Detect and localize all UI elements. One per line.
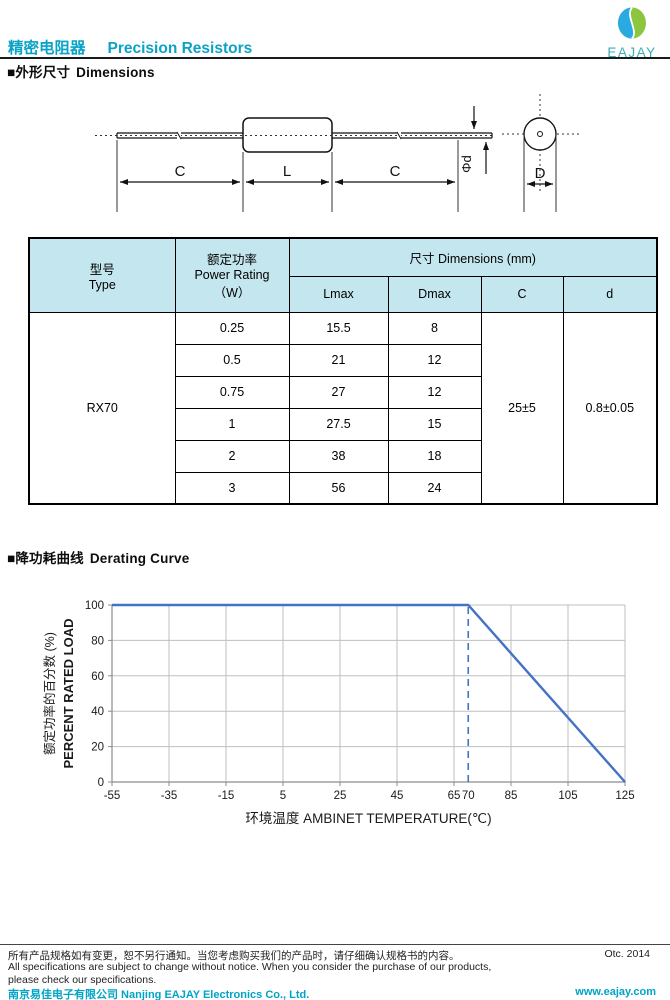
th-lmax: Lmax bbox=[288, 275, 389, 313]
cell-c-value: 25±5 bbox=[480, 311, 564, 505]
page-title-en: Precision Resistors bbox=[107, 40, 253, 57]
section-dimensions-heading: ■外形尺寸 Dimensions bbox=[7, 61, 155, 81]
table-row: RX70 0.25 15.5 8 25±5 0.8±0.05 bbox=[28, 311, 658, 505]
th-power-unit: （W） bbox=[213, 286, 251, 301]
footer-note-en1: All specifications are subject to change… bbox=[8, 961, 492, 973]
footer-website: www.eajay.com bbox=[575, 986, 656, 998]
footer-divider bbox=[0, 944, 670, 945]
section-dimensions-en: Dimensions bbox=[76, 65, 155, 80]
end-view bbox=[502, 94, 580, 212]
dim-label-c-left: C bbox=[175, 163, 186, 180]
cell-power: 0.75 bbox=[174, 375, 290, 409]
th-type-en: Type bbox=[88, 277, 116, 292]
extension-lines bbox=[116, 140, 459, 212]
cell-lmax: 56 bbox=[288, 471, 389, 505]
section-derating-cn: ■降功耗曲线 bbox=[7, 551, 84, 566]
table-row: 2 38 18 bbox=[29, 439, 657, 473]
svg-text:25: 25 bbox=[334, 790, 347, 802]
table-row: 3 56 24 bbox=[29, 471, 657, 505]
cell-dmax: 12 bbox=[387, 343, 482, 377]
table-row: 0.75 27 12 bbox=[29, 375, 657, 409]
cell-power: 1 bbox=[174, 407, 290, 441]
title-divider bbox=[0, 57, 670, 59]
cell-lmax: 15.5 bbox=[288, 311, 389, 345]
end-view-circle bbox=[523, 117, 557, 151]
derating-chart-svg: -55 -35 -15 5 25 45 65 70 85 105 125 0 20 40 60 80 100 环境… bbox=[42, 600, 635, 826]
cell-lmax: 27.5 bbox=[288, 407, 389, 441]
svg-text:70: 70 bbox=[462, 790, 475, 802]
th-dmax: Dmax bbox=[387, 275, 482, 313]
th-d: d bbox=[562, 275, 658, 313]
section-derating-heading: ■降功耗曲线 Derating Curve bbox=[7, 547, 189, 567]
svg-text:105: 105 bbox=[558, 790, 577, 802]
dimensions-table: 型号 Type 额定功率 Power Rating （W） 尺寸 Dimensi… bbox=[28, 237, 658, 505]
table-row: 0.5 21 12 bbox=[29, 343, 657, 377]
th-power-en: Power Rating bbox=[194, 268, 270, 283]
cell-dmax: 12 bbox=[387, 375, 482, 409]
svg-text:-15: -15 bbox=[218, 790, 235, 802]
section-dimensions-cn: ■外形尺寸 bbox=[7, 65, 71, 80]
dim-label-d: D bbox=[535, 165, 546, 182]
cell-power: 3 bbox=[174, 471, 290, 505]
eajay-logo: EAJAY bbox=[600, 4, 664, 60]
lead-wire-right bbox=[332, 132, 493, 139]
cell-d-value: 0.8±0.05 bbox=[562, 311, 658, 505]
svg-text:0: 0 bbox=[98, 777, 104, 789]
lead-break-mark-left bbox=[176, 131, 182, 140]
derating-chart: -55 -35 -15 5 25 45 65 70 85 105 125 0 20 40 60 80 100 环境… bbox=[40, 588, 660, 836]
th-power-cn: 额定功率 bbox=[206, 253, 257, 268]
th-c: C bbox=[480, 275, 564, 313]
svg-text:65: 65 bbox=[448, 790, 461, 802]
leaf-logo-icon bbox=[618, 6, 646, 40]
svg-text:60: 60 bbox=[91, 671, 104, 683]
series-derating-curve bbox=[112, 603, 626, 783]
svg-text:85: 85 bbox=[505, 790, 518, 802]
th-type: 型号 Type bbox=[28, 237, 176, 313]
dim-label-phi-d: Φd bbox=[459, 155, 474, 173]
svg-text:40: 40 bbox=[91, 706, 104, 718]
footer-date: Otc. 2014 bbox=[604, 948, 650, 960]
lead-break-mark-right bbox=[396, 131, 402, 140]
cell-lmax: 21 bbox=[288, 343, 389, 377]
svg-text:125: 125 bbox=[615, 790, 634, 802]
cell-type-value: RX70 bbox=[28, 311, 176, 505]
section-derating-en: Derating Curve bbox=[89, 551, 190, 566]
cell-power: 2 bbox=[174, 439, 290, 473]
dimension-arrows bbox=[120, 106, 553, 187]
x-axis-label: 环境温度 AMBINET TEMPERATURE(℃) bbox=[245, 811, 491, 826]
cell-power: 0.25 bbox=[174, 311, 290, 345]
th-power: 额定功率 Power Rating （W） bbox=[174, 237, 290, 313]
cell-dmax: 24 bbox=[387, 471, 482, 505]
y-axis-label-cn: 额定功率的百分数 (%) bbox=[42, 632, 57, 755]
svg-text:20: 20 bbox=[91, 742, 104, 754]
svg-text:-35: -35 bbox=[161, 790, 178, 802]
dim-label-l: L bbox=[283, 163, 291, 180]
table-row: 1 27.5 15 bbox=[29, 407, 657, 441]
svg-text:45: 45 bbox=[391, 790, 404, 802]
resistor-dimension-drawing: C L C Φd D bbox=[95, 94, 580, 212]
cell-power: 0.5 bbox=[174, 343, 290, 377]
cell-lmax: 27 bbox=[288, 375, 389, 409]
y-axis-label-en: PERCENT RATED LOAD bbox=[61, 619, 76, 769]
svg-text:-55: -55 bbox=[104, 790, 121, 802]
logo-wordmark: EAJAY bbox=[607, 45, 657, 60]
footer-company: 南京易佳电子有限公司 Nanjing EAJAY Electronics Co.… bbox=[8, 989, 310, 1000]
th-type-cn: 型号 bbox=[89, 262, 115, 277]
page-title-cn: 精密电阻器 bbox=[8, 40, 86, 57]
svg-text:80: 80 bbox=[91, 635, 104, 647]
cell-dmax: 8 bbox=[387, 311, 482, 345]
footer-note-cn: 所有产品规格如有变更，恕不另行通知。当您考虑购买我们的产品时，请仔细确认规格书的… bbox=[8, 950, 460, 962]
cell-lmax: 38 bbox=[288, 439, 389, 473]
th-dims-group: 尺寸 Dimensions (mm) bbox=[288, 237, 658, 277]
dim-label-c-right: C bbox=[390, 163, 401, 180]
svg-text:5: 5 bbox=[280, 790, 286, 802]
footer-note-en2: please check our specifications. bbox=[8, 974, 157, 986]
cell-dmax: 18 bbox=[387, 439, 482, 473]
page-title: 精密电阻器 Precision Resistors bbox=[8, 36, 252, 58]
svg-text:100: 100 bbox=[85, 600, 104, 612]
cell-dmax: 15 bbox=[387, 407, 482, 441]
